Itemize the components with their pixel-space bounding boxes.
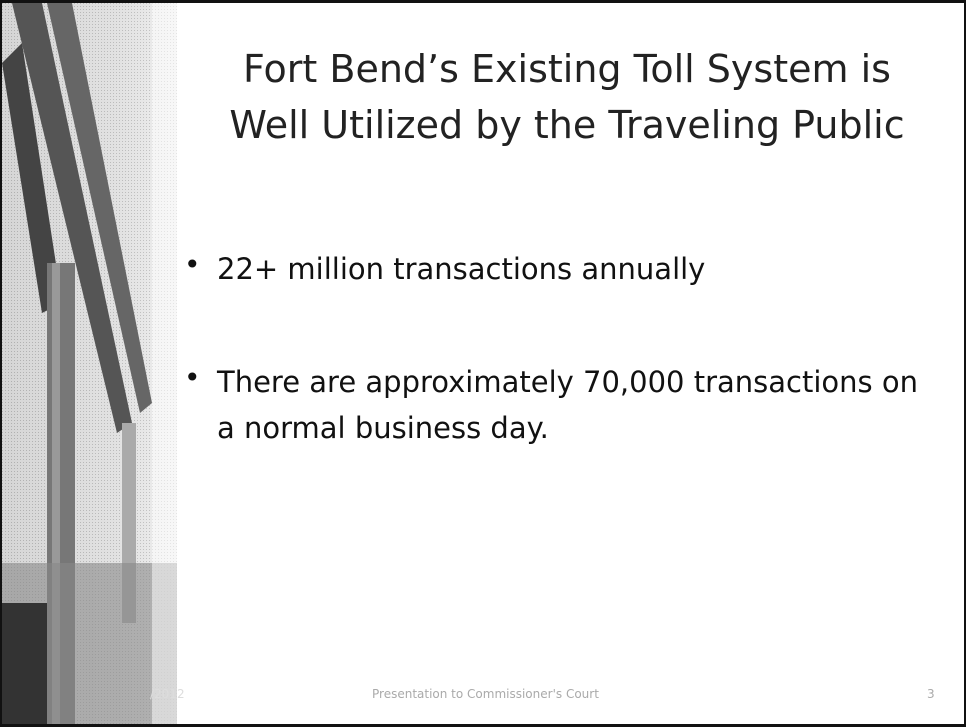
page-number: 3 — [927, 687, 935, 701]
title-line: Fort Bend’s Existing Toll System is — [172, 47, 962, 91]
bullet-marker: • — [184, 361, 201, 394]
title-line: Well Utilized by the Traveling Public — [172, 103, 962, 147]
bullet-text: 22+ million transactions annually — [217, 246, 937, 292]
footer-text: Presentation to Commissioner's Court — [372, 687, 599, 701]
bullet-marker: • — [184, 248, 201, 281]
bridge-photo — [2, 3, 177, 727]
slide: Fort Bend’s Existing Toll System is Well… — [0, 0, 966, 727]
footer-date: /2012 — [150, 687, 185, 701]
bullet-text: There are approximately 70,000 transacti… — [217, 359, 937, 451]
